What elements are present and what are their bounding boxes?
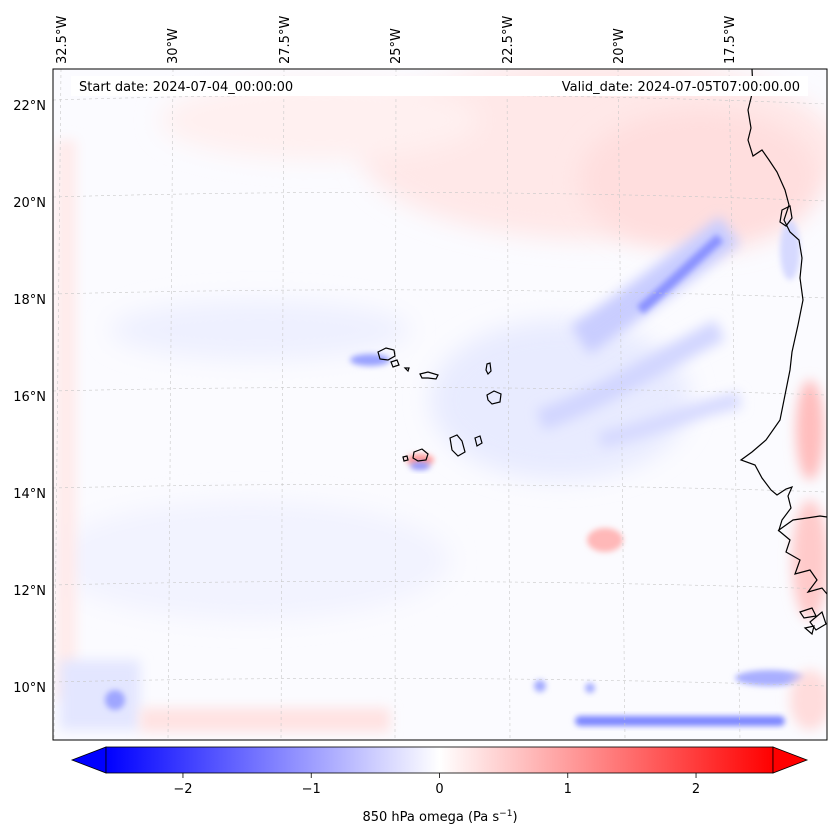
gridline-lon <box>53 69 62 740</box>
santo-antao-island <box>377 347 396 361</box>
longitude-labels: 32.5°W 30°W 27.5°W 25°W 22.5°W 20°W 17.5… <box>55 16 738 64</box>
gridline-lat <box>53 581 827 590</box>
lon-label: 22.5°W <box>501 16 516 64</box>
lon-label: 30°W <box>166 28 181 64</box>
maio-island <box>474 435 483 447</box>
gridline-lat <box>53 192 827 202</box>
colorbar-tick-label: 0 <box>435 782 443 797</box>
gridline-lat <box>53 387 827 396</box>
lat-label: 14°N <box>13 487 46 502</box>
lat-label: 18°N <box>13 293 46 308</box>
africa-coastline-south <box>777 529 827 595</box>
lon-label: 27.5°W <box>278 16 293 64</box>
santa-luzia-island <box>403 367 410 373</box>
lat-label: 20°N <box>13 196 46 211</box>
map-panel: Start date: 2024-07-04_00:00:00 Valid_da… <box>52 68 828 741</box>
lon-label: 20°W <box>612 28 627 64</box>
start-date-label: Start date: 2024-07-04_00:00:00 <box>79 80 293 95</box>
colorbar-label: 850 hPa omega (Pa s−1) <box>362 809 517 825</box>
map-frame <box>52 68 828 741</box>
colorbar-tick-label: 1 <box>564 782 572 797</box>
lat-label: 12°N <box>13 584 46 599</box>
colorbar-ticks: −2 −1 0 1 2 <box>173 773 700 797</box>
gridline-lon <box>506 69 511 740</box>
colorbar: −2 −1 0 1 2 850 hPa omega (Pa s−1) <box>70 746 809 825</box>
bissagos-islands <box>799 607 827 636</box>
lat-label: 16°N <box>13 390 46 405</box>
sal-island <box>485 362 492 376</box>
brava-island <box>402 455 409 462</box>
lon-label: 25°W <box>389 28 404 64</box>
lat-label: 22°N <box>13 99 46 114</box>
colorbar-extend-high <box>772 746 809 774</box>
gridline-lat <box>53 94 827 105</box>
dakhla-peninsula <box>779 205 793 227</box>
gridline-lat <box>53 289 827 299</box>
sao-nicolau-island <box>419 371 439 380</box>
africa-coastline <box>739 69 827 532</box>
lon-label: 32.5°W <box>55 16 70 64</box>
fogo-island <box>412 448 429 462</box>
colorbar-body <box>105 746 774 774</box>
boa-vista-island <box>486 390 502 405</box>
gridline-lat <box>53 484 827 493</box>
gridline-lon <box>728 69 741 740</box>
gridline-lon <box>280 69 285 740</box>
colorbar-tick-label: −1 <box>302 782 321 797</box>
colorbar-tick-label: −2 <box>173 782 192 797</box>
colorbar-extend-low <box>70 746 107 774</box>
coastlines <box>739 69 827 636</box>
gridline-lon <box>617 69 626 740</box>
gridline-lon <box>394 69 397 740</box>
annotation-background <box>71 76 808 96</box>
gridlines <box>53 69 827 740</box>
gridline-lon <box>167 69 174 740</box>
gridline-lat <box>53 678 827 687</box>
cape-verde-islands <box>377 347 502 462</box>
latitude-labels: 22°N 20°N 18°N 16°N 14°N 12°N 10°N <box>13 99 46 696</box>
omega-field <box>53 69 827 732</box>
santiago-island <box>449 434 466 457</box>
sao-vicente-island <box>390 359 400 368</box>
lat-label: 10°N <box>13 681 46 696</box>
valid-date-label: Valid_date: 2024-07-05T07:00:00.00 <box>562 80 800 95</box>
colorbar-tick-label: 2 <box>692 782 700 797</box>
lon-label: 17.5°W <box>723 16 738 64</box>
